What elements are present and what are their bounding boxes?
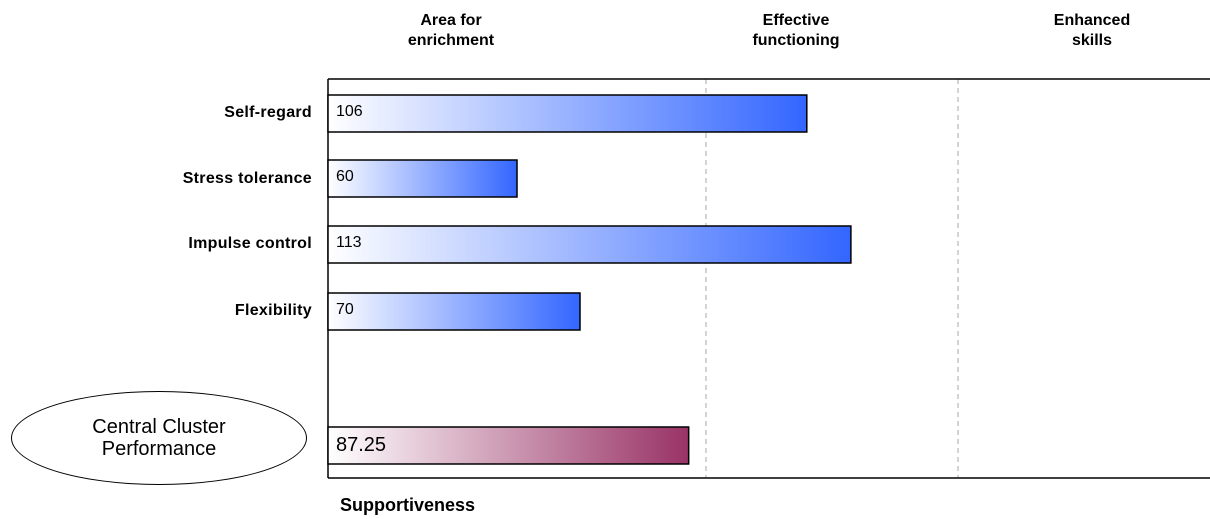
zone-header-enhanced: Enhanced skills <box>982 11 1202 51</box>
central-cluster-label-line-2: Performance <box>101 438 217 460</box>
row-label-flexibility: Flexibility <box>234 302 312 319</box>
bar-value-label-self-regard: 106 <box>336 103 363 120</box>
zone-header-enrichment: Area for enrichment <box>341 11 561 51</box>
bar-value-label-stress-tolerance: 60 <box>336 168 354 185</box>
zone-header-enrichment-line-1: Area for <box>420 12 482 29</box>
bar-self-regard <box>327 94 808 133</box>
frame-layer <box>327 78 1210 479</box>
bar-layer: 106 60 113 70 87.25 <box>327 94 852 465</box>
footer-title: Supportiveness <box>340 495 476 515</box>
bar-stress-tolerance <box>327 159 518 198</box>
zone-header-enrichment-line-2: enrichment <box>407 32 495 49</box>
bar-value-label-central-cluster: 87.25 <box>336 434 386 456</box>
row-label-stress-tolerance: Stress tolerance <box>182 170 312 187</box>
row-label-impulse-control: Impulse control <box>188 235 312 252</box>
row-label-self-regard: Self-regard <box>224 104 312 121</box>
zone-header-enhanced-line-2: skills <box>1071 32 1113 49</box>
bar-value-label-impulse-control: 113 <box>336 234 362 251</box>
grid-layer <box>705 79 959 478</box>
bar-impulse-control <box>327 225 852 264</box>
zone-header-enhanced-line-1: Enhanced <box>1053 12 1131 29</box>
central-cluster-ellipse: Central Cluster Performance <box>11 391 307 485</box>
central-cluster-label: Central Cluster Performance <box>49 416 269 460</box>
zone-header-effective-line-2: functioning <box>752 32 840 49</box>
bar-value-label-flexibility: 70 <box>336 301 354 318</box>
bar-flexibility <box>327 292 581 331</box>
central-cluster-label-line-1: Central Cluster <box>92 416 226 438</box>
zone-header-effective: Effective functioning <box>686 11 906 51</box>
zone-header-effective-line-1: Effective <box>762 12 830 29</box>
bar-central-cluster <box>327 426 690 465</box>
